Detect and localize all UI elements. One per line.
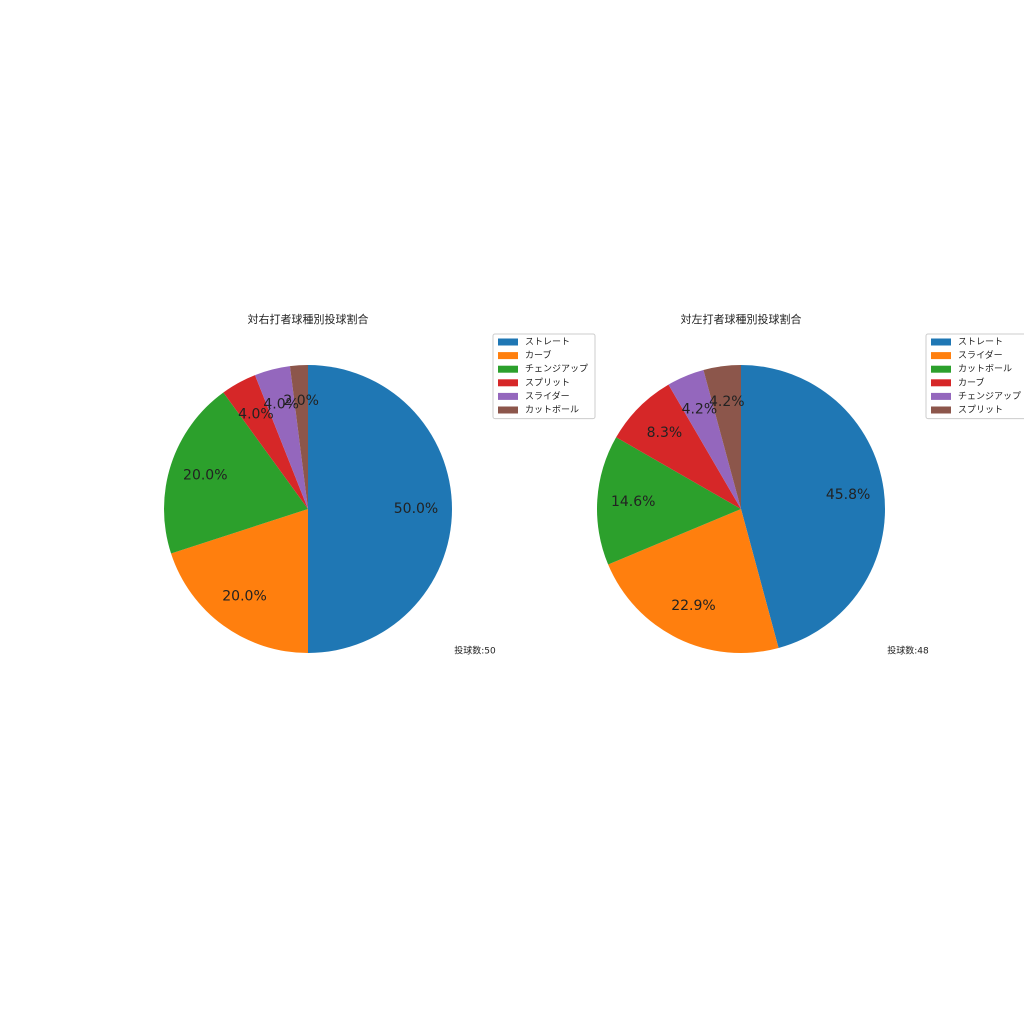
- legend-label: スライダー: [525, 390, 570, 402]
- slice-label: 20.0%: [183, 468, 227, 484]
- pie-slice: [254, 366, 308, 509]
- legend-swatch: [931, 406, 951, 414]
- legend-label: チェンジアップ: [958, 391, 1021, 402]
- pie-slice: [668, 369, 741, 509]
- slice-label: 2.0%: [283, 393, 319, 409]
- slice-label: 22.9%: [671, 598, 715, 614]
- legend-label: カーブ: [958, 376, 984, 388]
- legend-label: スライダー: [958, 349, 1003, 361]
- legend-swatch: [931, 379, 951, 387]
- slice-label: 20.0%: [222, 588, 266, 604]
- legend-swatch: [498, 352, 518, 360]
- legend-swatch: [498, 392, 518, 400]
- legend-swatch: [498, 379, 518, 387]
- pie-slice: [223, 375, 308, 509]
- legend-swatch: [931, 338, 951, 346]
- pie-slice: [171, 509, 308, 653]
- legend-swatch: [498, 406, 518, 414]
- legend-label: ストレート: [958, 338, 1003, 348]
- legend-label: カットボール: [958, 364, 1012, 375]
- pie-slice: [308, 365, 452, 653]
- chart-title: 対右打者球種別投球割合: [248, 312, 369, 326]
- slice-label: 8.3%: [647, 425, 683, 441]
- legend-swatch: [931, 392, 951, 400]
- slice-label: 4.0%: [263, 396, 299, 412]
- pie-slice: [703, 365, 741, 509]
- pie-slice: [289, 365, 308, 509]
- pie-slice: [616, 384, 741, 509]
- slice-label: 45.8%: [826, 487, 870, 503]
- legend-swatch: [931, 365, 951, 373]
- annotation: 投球数:50: [454, 645, 496, 657]
- legend-frame: [492, 333, 596, 420]
- legend-swatch: [498, 365, 518, 373]
- legend-label: ストレート: [525, 338, 570, 348]
- pie-slice: [741, 365, 885, 649]
- legend-label: カットボール: [525, 405, 579, 416]
- slice-label: 50.0%: [394, 501, 438, 517]
- pie-slice: [597, 437, 741, 565]
- pie-slice: [163, 392, 308, 554]
- legend-label: スプリット: [525, 377, 570, 388]
- legend-swatch: [931, 352, 951, 360]
- legend-label: カーブ: [525, 349, 551, 361]
- slice-label: 4.2%: [709, 394, 745, 410]
- legend-label: チェンジアップ: [525, 364, 588, 375]
- slice-label: 14.6%: [611, 494, 655, 510]
- slice-label: 4.2%: [682, 401, 718, 417]
- legend-label: スプリット: [958, 405, 1003, 416]
- annotation: 投球数:48: [887, 645, 929, 657]
- legend-swatch: [498, 338, 518, 346]
- slice-label: 4.0%: [238, 406, 274, 422]
- pie-slice: [608, 509, 779, 653]
- chart-title: 対左打者球種別投球割合: [681, 312, 802, 326]
